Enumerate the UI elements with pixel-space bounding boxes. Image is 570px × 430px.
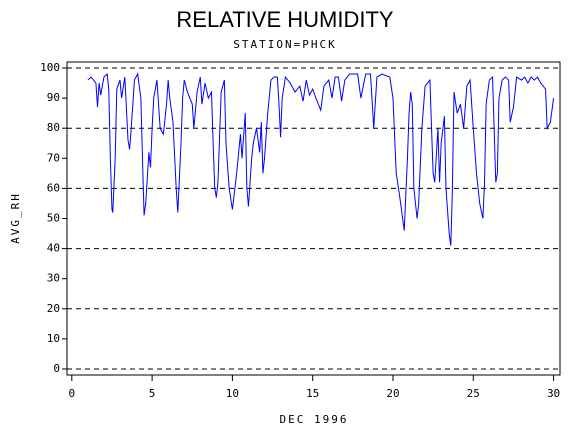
y-tick-label: 40 xyxy=(47,242,60,255)
chart-subtitle: STATION=PHCK xyxy=(233,38,336,51)
y-tick-label: 80 xyxy=(47,121,60,134)
y-tick-label: 90 xyxy=(47,91,60,104)
x-tick-label: 20 xyxy=(386,387,399,400)
y-tick-label: 70 xyxy=(47,151,60,164)
y-tick-label: 60 xyxy=(47,181,60,194)
y-axis-label: AVG_RH xyxy=(9,192,22,244)
y-tick-label: 10 xyxy=(47,332,60,345)
y-tick-label: 50 xyxy=(47,212,60,225)
x-tick-label: 5 xyxy=(149,387,156,400)
x-tick-label: 10 xyxy=(226,387,239,400)
x-tick-label: 15 xyxy=(306,387,319,400)
y-tick-label: 30 xyxy=(47,272,60,285)
y-tick-label: 0 xyxy=(53,362,60,375)
y-tick-label: 100 xyxy=(40,61,60,74)
x-tick-label: 25 xyxy=(467,387,480,400)
y-tick-label: 20 xyxy=(47,302,60,315)
chart-title: RELATIVE HUMIDITY xyxy=(176,7,394,32)
x-tick-label: 0 xyxy=(69,387,76,400)
x-tick-label: 30 xyxy=(547,387,560,400)
data-line xyxy=(87,72,555,246)
x-axis-label: DEC 1996 xyxy=(280,413,349,426)
